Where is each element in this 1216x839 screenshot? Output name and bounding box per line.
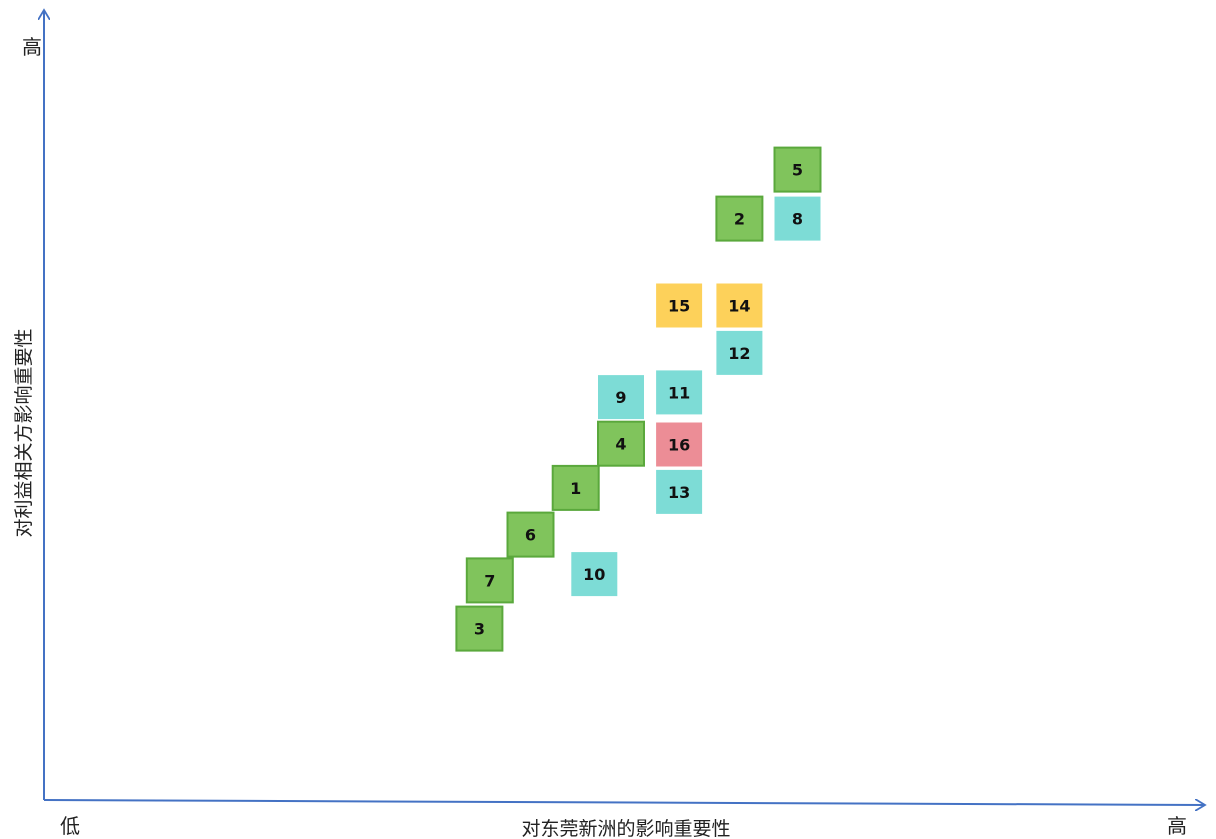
point-label: 10	[583, 565, 605, 584]
point-15: 15	[656, 284, 702, 328]
point-8: 8	[775, 197, 821, 241]
point-label: 8	[792, 210, 803, 229]
point-label: 16	[668, 436, 690, 455]
point-6: 6	[508, 513, 554, 557]
point-2: 2	[716, 197, 762, 241]
point-label: 3	[474, 620, 485, 639]
point-16: 16	[656, 423, 702, 467]
point-5: 5	[775, 148, 821, 192]
point-label: 9	[615, 388, 626, 407]
x-axis-title: 对东莞新洲的影响重要性	[521, 818, 730, 839]
point-13: 13	[656, 470, 702, 514]
x-axis-line	[44, 800, 1205, 805]
point-label: 1	[570, 479, 581, 498]
point-1: 1	[553, 466, 599, 510]
point-9: 9	[598, 375, 644, 419]
y-axis-title: 对利益相关方影响重要性	[13, 328, 35, 537]
point-label: 12	[728, 344, 750, 363]
point-label: 13	[668, 483, 690, 502]
point-label: 7	[484, 571, 495, 590]
point-3: 3	[456, 607, 502, 651]
point-14: 14	[716, 284, 762, 328]
point-label: 14	[728, 297, 750, 316]
data-points: 5 2 8 15 14 12 9 11 4 16 1 13 6 10 7 3	[456, 148, 820, 651]
point-11: 11	[656, 370, 702, 414]
point-label: 6	[525, 526, 536, 545]
y-axis-high-label: 高	[22, 35, 42, 59]
point-label: 4	[615, 435, 626, 454]
point-12: 12	[716, 331, 762, 375]
point-label: 11	[668, 383, 690, 402]
point-4: 4	[598, 422, 644, 466]
point-label: 5	[792, 161, 803, 180]
x-axis-high-label: 高	[1167, 814, 1187, 838]
x-axis-low-label: 低	[60, 814, 80, 838]
point-label: 15	[668, 297, 690, 316]
point-7: 7	[467, 558, 513, 602]
point-label: 2	[734, 210, 745, 229]
point-10: 10	[571, 552, 617, 596]
